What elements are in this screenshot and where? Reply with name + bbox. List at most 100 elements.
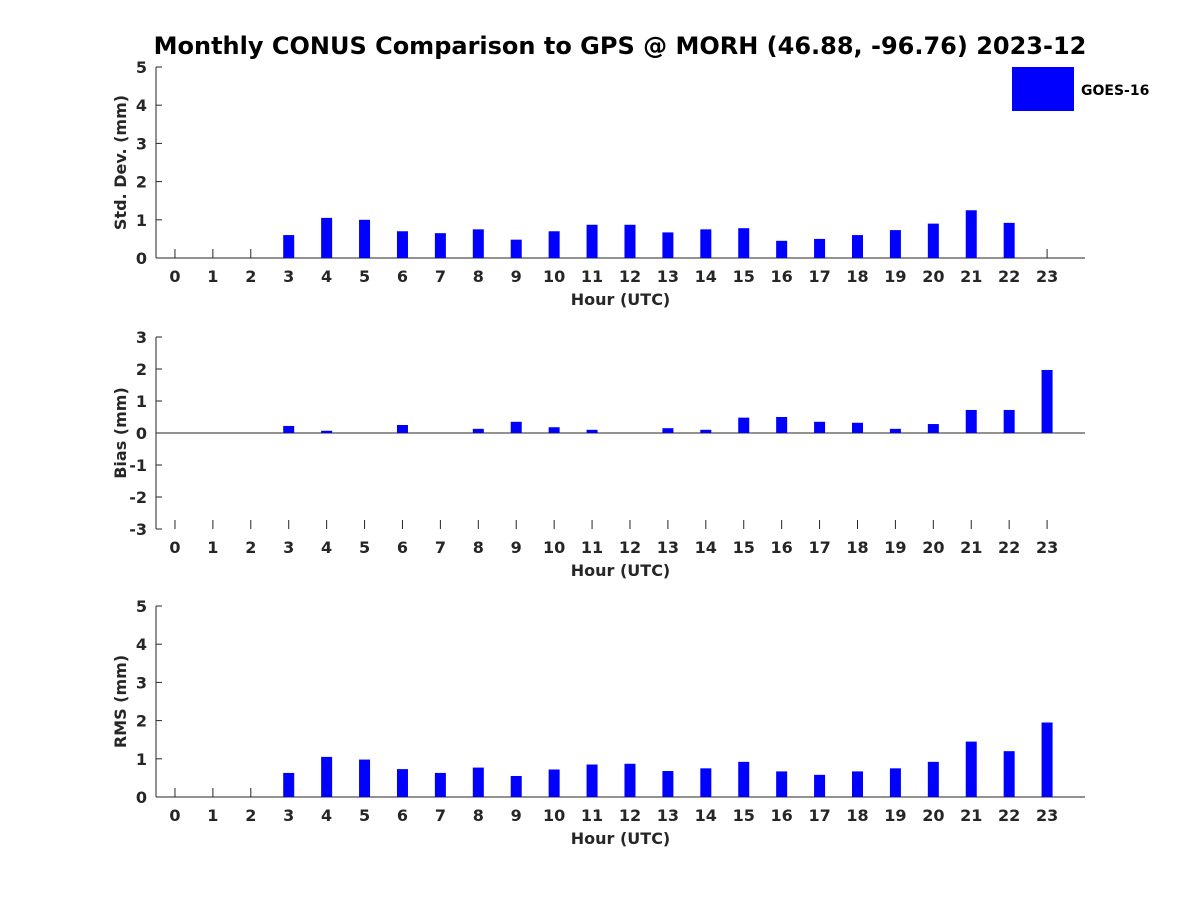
rms-y-tick-label: 2	[136, 712, 147, 731]
stddev-x-tick-label: 13	[657, 267, 679, 286]
stddev-bar	[434, 233, 446, 258]
bias-y-tick-label: 3	[136, 328, 147, 347]
bias-x-tick-label: 3	[283, 538, 294, 557]
rms-y-tick-label: 4	[136, 635, 147, 654]
rms-bar	[472, 767, 484, 797]
stddev-x-tick-label: 0	[169, 267, 180, 286]
rms-x-label: Hour (UTC)	[571, 829, 671, 848]
rms-x-tick-label: 7	[435, 806, 446, 825]
bias-x-tick-label: 16	[771, 538, 793, 557]
rms-bar	[586, 764, 598, 797]
stddev-bar	[700, 229, 712, 258]
rms-bar	[624, 763, 636, 797]
bias-x-tick-label: 15	[733, 538, 755, 557]
legend: GOES-16	[1012, 67, 1149, 111]
stddev-x-tick-label: 1	[207, 267, 218, 286]
rms-y-tick-label: 5	[136, 597, 147, 616]
bias-x-tick-label: 21	[960, 538, 982, 557]
stddev-bar	[396, 231, 408, 258]
stddev-y-label: Std. Dev. (mm)	[111, 95, 130, 230]
bias-bar	[1041, 369, 1053, 433]
rms-bar	[965, 741, 977, 797]
rms-bar	[321, 756, 333, 797]
rms-x-tick-label: 11	[581, 806, 603, 825]
stddev-x-tick-label: 8	[473, 267, 484, 286]
bias-bar	[396, 425, 408, 433]
stddev-x-tick-label: 18	[846, 267, 868, 286]
stddev-bar	[1003, 222, 1015, 258]
rms-bar	[927, 761, 939, 797]
stddev-bar	[283, 235, 295, 258]
rms-x-tick-label: 9	[511, 806, 522, 825]
bias-bar	[662, 428, 674, 433]
stddev-bar	[586, 224, 598, 258]
stddev-x-tick-label: 5	[359, 267, 370, 286]
rms-x-tick-label: 23	[1036, 806, 1058, 825]
rms-x-tick-label: 2	[245, 806, 256, 825]
rms-x-tick-label: 13	[657, 806, 679, 825]
bias-x-tick-label: 2	[245, 538, 256, 557]
stddev-x-tick-label: 9	[511, 267, 522, 286]
bias-bar	[283, 425, 295, 433]
stddev-x-tick-label: 16	[771, 267, 793, 286]
stddev-y-tick-label: 0	[136, 249, 147, 268]
legend-swatch	[1012, 67, 1074, 111]
stddev-y-tick-label: 4	[136, 96, 147, 115]
stddev-x-tick-label: 12	[619, 267, 641, 286]
rms-x-tick-label: 16	[771, 806, 793, 825]
rms-x-tick-label: 15	[733, 806, 755, 825]
rms-x-tick-label: 20	[922, 806, 944, 825]
bias-x-tick-label: 11	[581, 538, 603, 557]
stddev-bar	[321, 217, 333, 258]
bias-x-tick-label: 9	[511, 538, 522, 557]
rms-x-tick-label: 0	[169, 806, 180, 825]
rms-x-tick-label: 21	[960, 806, 982, 825]
bias-x-tick-label: 20	[922, 538, 944, 557]
rms-x-tick-label: 19	[884, 806, 906, 825]
rms-y-tick-label: 0	[136, 788, 147, 807]
rms-bar	[662, 771, 674, 797]
bias-x-tick-label: 14	[695, 538, 717, 557]
bias-bar	[776, 417, 788, 433]
bias-bar	[738, 417, 750, 433]
bias-y-tick-label: -1	[129, 456, 147, 475]
stddev-x-tick-label: 23	[1036, 267, 1058, 286]
bias-y-tick-label: -2	[129, 488, 147, 507]
stddev-bar	[624, 224, 636, 258]
bias-bar	[927, 424, 939, 433]
rms-x-tick-label: 14	[695, 806, 717, 825]
bias-x-tick-label: 23	[1036, 538, 1058, 557]
stddev-bar	[889, 230, 901, 258]
bias-x-tick-label: 0	[169, 538, 180, 557]
bias-x-tick-label: 22	[998, 538, 1020, 557]
stddev-x-tick-label: 22	[998, 267, 1020, 286]
stddev-x-tick-label: 11	[581, 267, 603, 286]
bias-bar	[851, 422, 863, 433]
stddev-x-tick-label: 7	[435, 267, 446, 286]
rms-bar	[776, 771, 788, 797]
stddev-bar	[851, 235, 863, 258]
rms-bar	[510, 775, 522, 797]
rms-bar	[738, 761, 750, 797]
bias-bar	[321, 430, 333, 433]
rms-bar	[396, 769, 408, 797]
bias-y-tick-label: 0	[136, 424, 147, 443]
stddev-x-tick-label: 19	[884, 267, 906, 286]
stddev-x-tick-label: 3	[283, 267, 294, 286]
rms-x-tick-label: 6	[397, 806, 408, 825]
bias-y-tick-label: -3	[129, 520, 147, 539]
bias-x-label: Hour (UTC)	[571, 561, 671, 580]
bias-bar	[548, 427, 560, 433]
rms-bar	[283, 772, 295, 797]
stddev-bar	[814, 238, 826, 258]
bias-y-tick-label: 2	[136, 360, 147, 379]
stddev-y-tick-label: 5	[136, 58, 147, 77]
rms-x-tick-label: 1	[207, 806, 218, 825]
stddev-y-tick-label: 2	[136, 173, 147, 192]
stddev-x-tick-label: 6	[397, 267, 408, 286]
stddev-x-tick-label: 17	[808, 267, 830, 286]
bias-bar	[700, 429, 712, 433]
rms-bar	[1041, 722, 1053, 797]
